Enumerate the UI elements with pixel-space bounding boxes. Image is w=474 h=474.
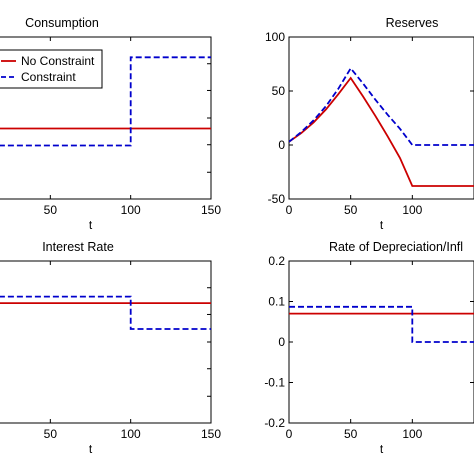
panel-consumption: 50 100 150 Consumption t No Constraint Constra… bbox=[0, 16, 221, 232]
panel-title: Rate of Depreciation/Infl bbox=[329, 240, 463, 254]
axes-frame bbox=[0, 260, 212, 424]
series-constraint-line bbox=[289, 305, 474, 343]
legend-box bbox=[0, 49, 103, 89]
legend-entry-constraint: Constraint bbox=[21, 70, 76, 84]
x-tick-label: 100 bbox=[121, 427, 141, 441]
y-tick-label: -0.2 bbox=[264, 416, 285, 430]
panel-title: Interest Rate bbox=[42, 240, 114, 254]
y-tick-label: -0.1 bbox=[264, 376, 285, 390]
x-tick-label: 50 bbox=[44, 203, 58, 217]
x-tick-label: 100 bbox=[121, 203, 141, 217]
x-tick-label: 100 bbox=[402, 427, 422, 441]
legend: No Constraint Constraint bbox=[0, 49, 103, 89]
x-tick-label: 150 bbox=[201, 427, 221, 441]
y-tick-label: 0 bbox=[278, 335, 285, 349]
series-constraint-line bbox=[0, 56, 211, 147]
y-tick-label: 0.1 bbox=[268, 295, 285, 309]
x-tick-label: 100 bbox=[402, 203, 422, 217]
panel-title: Consumption bbox=[25, 16, 99, 30]
panel-rate-of-depreciation-infl: 0 50 100 -0.2 -0.1 0 0.1 0.2 Rate of Depreciatio… bbox=[264, 240, 474, 456]
series-constraint-line bbox=[0, 295, 211, 330]
axes-frame bbox=[288, 36, 474, 200]
y-tick-label: 0 bbox=[278, 138, 285, 152]
series-constraint-line bbox=[289, 66, 474, 146]
x-tick-label: 50 bbox=[344, 427, 358, 441]
x-axis-label: t bbox=[89, 218, 93, 232]
x-tick-label: 0 bbox=[286, 427, 293, 441]
x-axis-label: t bbox=[380, 218, 384, 232]
x-tick-label: 0 bbox=[286, 203, 293, 217]
panel-interest-rate: 50 100 150 Interest Rate t bbox=[0, 240, 221, 456]
x-axis-label: t bbox=[89, 442, 93, 456]
panel-title: Reserves bbox=[386, 16, 439, 30]
x-axis-label: t bbox=[380, 442, 384, 456]
x-tick-label: 150 bbox=[201, 203, 221, 217]
series-no-constraint-line bbox=[289, 76, 474, 187]
x-tick-label: 50 bbox=[44, 427, 58, 441]
y-tick-label: 100 bbox=[265, 30, 285, 44]
y-tick-label: 0.2 bbox=[268, 254, 285, 268]
y-tick-label: -50 bbox=[268, 192, 286, 206]
x-tick-label: 50 bbox=[344, 203, 358, 217]
legend-entry-no-constraint: No Constraint bbox=[21, 54, 95, 68]
y-tick-label: 50 bbox=[272, 84, 286, 98]
